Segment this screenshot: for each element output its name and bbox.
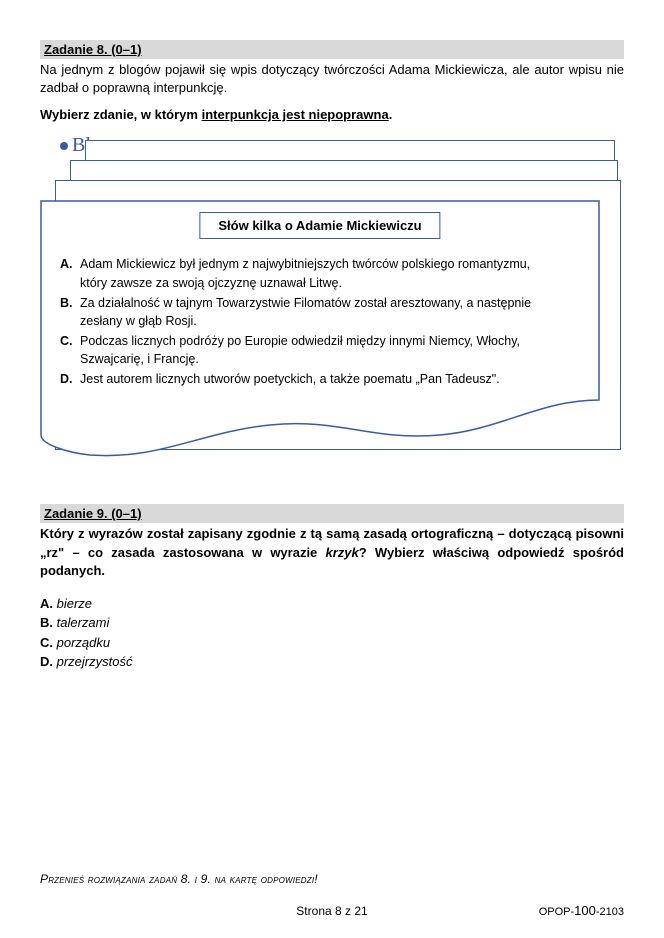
option-letter: D. xyxy=(60,370,80,388)
option-letter: B. xyxy=(60,294,80,330)
option-text: talerzami xyxy=(57,615,110,630)
task9-block: Zadanie 9. (0–1) Który z wyrazów został … xyxy=(40,504,624,672)
stack-card-front: Słów kilka o Adamie Mickiewiczu A. Adam … xyxy=(40,200,600,462)
card-title: Słów kilka o Adamie Mickiewiczu xyxy=(199,212,440,239)
instr-suffix: . xyxy=(389,107,393,122)
t9-option-c: C. porządku xyxy=(40,633,624,653)
t9-option-a: A. bierze xyxy=(40,594,624,614)
option-letter: D. xyxy=(40,654,53,669)
option-letter: C. xyxy=(60,332,80,368)
option-d: D. Jest autorem licznych utworów poetyck… xyxy=(60,370,550,388)
code-suffix: -2103 xyxy=(596,906,624,918)
option-text: porządku xyxy=(57,635,110,650)
t9-option-d: D. przejrzystość xyxy=(40,652,624,672)
option-text: Za działalność w tajnym Towarzystwie Fil… xyxy=(80,294,550,330)
option-text: Adam Mickiewicz był jednym z najwybitnie… xyxy=(80,255,550,291)
option-letter: A. xyxy=(60,255,80,291)
task9-instruction: Który z wyrazów został zapisany zgodnie … xyxy=(40,525,624,580)
option-letter: B. xyxy=(40,615,53,630)
option-text: przejrzystość xyxy=(57,654,133,669)
instr-underlined: interpunkcja jest niepoprawna xyxy=(202,107,389,122)
page-number: Strona 8 z 21 xyxy=(296,904,367,918)
t9-italic: krzyk xyxy=(326,545,359,560)
option-b: B. Za działalność w tajnym Towarzystwie … xyxy=(60,294,550,330)
card-options: A. Adam Mickiewicz był jednym z najwybit… xyxy=(60,255,550,390)
task9-options: A. bierze B. talerzami C. porządku D. pr… xyxy=(40,594,624,672)
task8-intro: Na jednym z blogów pojawił się wpis doty… xyxy=(40,61,624,97)
blog-dot-icon xyxy=(60,142,68,150)
option-a: A. Adam Mickiewicz był jednym z najwybit… xyxy=(60,255,550,291)
code-prefix: OPOP- xyxy=(539,906,574,918)
task9-header: Zadanie 9. (0–1) xyxy=(40,504,624,523)
option-letter: A. xyxy=(40,596,53,611)
doc-code: OPOP-100-2103 xyxy=(539,903,624,918)
blog-card-stack: Blog 〰 Słów kilka o Adamie Mickiewiczu A… xyxy=(40,134,624,464)
option-text: bierze xyxy=(57,596,92,611)
footer-note: Przenieś rozwiązania zadań 8. i 9. na ka… xyxy=(40,872,318,886)
t9-option-b: B. talerzami xyxy=(40,613,624,633)
code-mid: 100 xyxy=(574,903,596,918)
option-letter: C. xyxy=(40,635,53,650)
task8-header: Zadanie 8. (0–1) xyxy=(40,40,624,59)
instr-prefix: Wybierz zdanie, w którym xyxy=(40,107,202,122)
option-text: Jest autorem licznych utworów poetyckich… xyxy=(80,370,550,388)
option-text: Podczas licznych podróży po Europie odwi… xyxy=(80,332,550,368)
option-c: C. Podczas licznych podróży po Europie o… xyxy=(60,332,550,368)
task8-instruction: Wybierz zdanie, w którym interpunkcja je… xyxy=(40,107,624,122)
